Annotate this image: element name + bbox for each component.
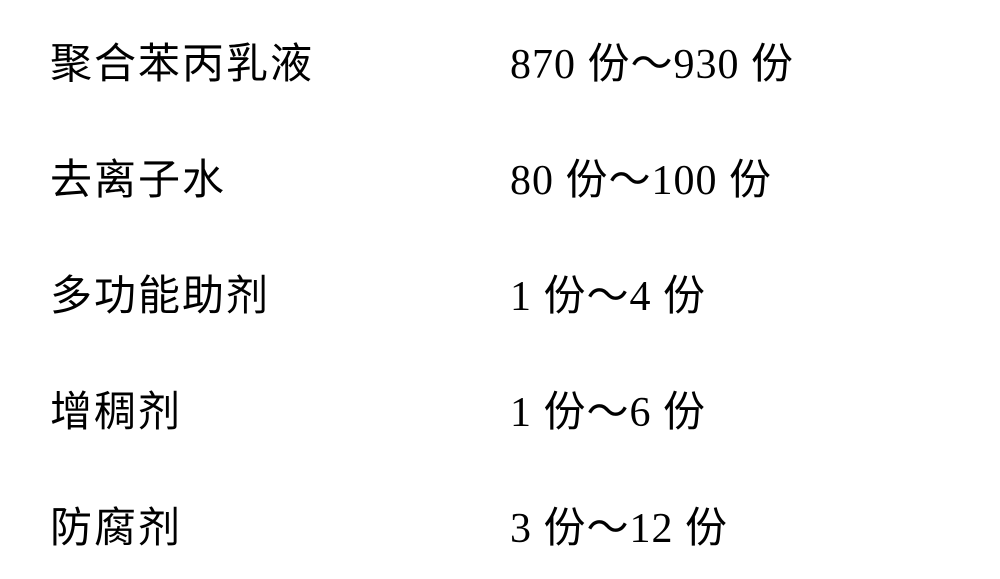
ingredient-label: 聚合苯丙乳液: [50, 30, 510, 91]
ingredient-value: 870 份～930 份: [510, 30, 794, 91]
ingredient-value: 80 份～100 份: [510, 146, 772, 207]
ingredient-label: 多功能助剂: [50, 262, 510, 323]
ingredient-label: 去离子水: [50, 146, 510, 207]
ingredient-value: 1 份～6 份: [510, 378, 706, 439]
table-row: 增稠剂 1 份～6 份: [50, 378, 950, 439]
ingredient-label: 增稠剂: [50, 378, 510, 439]
ingredients-table: 聚合苯丙乳液 870 份～930 份 去离子水 80 份～100 份 多功能助剂…: [50, 30, 950, 555]
table-row: 防腐剂 3 份～12 份: [50, 494, 950, 555]
table-row: 去离子水 80 份～100 份: [50, 146, 950, 207]
table-row: 聚合苯丙乳液 870 份～930 份: [50, 30, 950, 91]
ingredient-value: 3 份～12 份: [510, 494, 728, 555]
table-row: 多功能助剂 1 份～4 份: [50, 262, 950, 323]
ingredient-label: 防腐剂: [50, 494, 510, 555]
ingredient-value: 1 份～4 份: [510, 262, 706, 323]
